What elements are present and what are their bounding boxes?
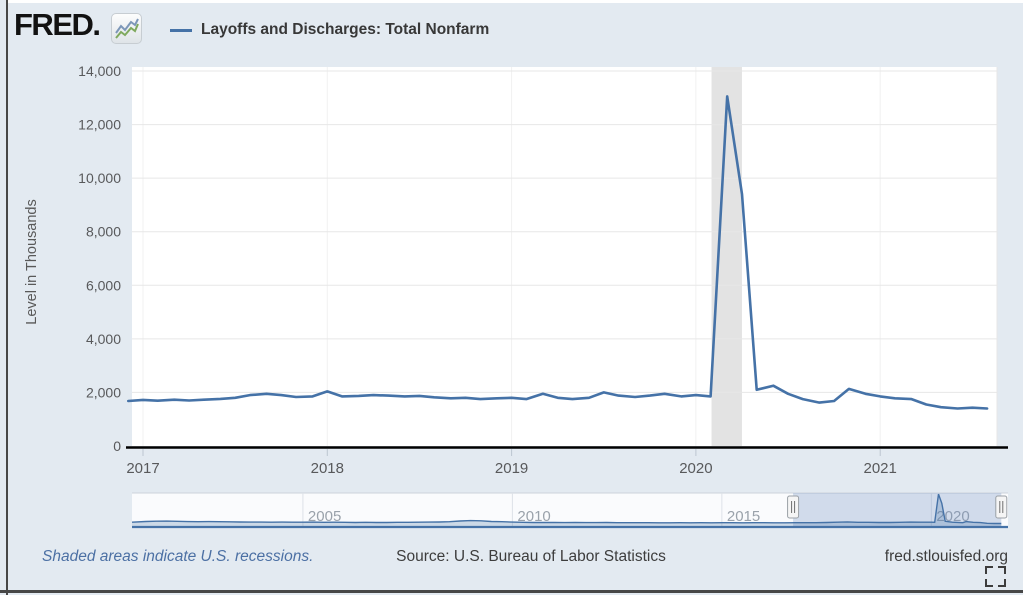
recessions-note-link[interactable]: Shaded areas indicate U.S. recessions. bbox=[42, 548, 314, 565]
series-legend: Layoffs and Discharges: Total Nonfarm bbox=[170, 21, 489, 39]
bottom-edge bbox=[0, 590, 1023, 593]
navigator-bg bbox=[132, 493, 1008, 527]
site-link[interactable]: fred.stlouisfed.org bbox=[884, 548, 1008, 565]
main-chart[interactable]: 2017 2018 2019 2020 2021 0 2,000 4,000 6,000 8,00… bbox=[0, 0, 1023, 540]
svg-text:6,000: 6,000 bbox=[86, 277, 121, 293]
series-line bbox=[127, 95, 989, 410]
svg-text:8,000: 8,000 bbox=[86, 224, 121, 240]
legend-line-swatch bbox=[170, 28, 192, 32]
svg-text:10,000: 10,000 bbox=[78, 170, 121, 186]
svg-text:2021: 2021 bbox=[864, 460, 897, 477]
svg-text:2018: 2018 bbox=[311, 460, 344, 477]
navigator-left-handle[interactable] bbox=[787, 495, 800, 519]
fred-logo[interactable]: FRED. bbox=[14, 7, 101, 42]
svg-text:2019: 2019 bbox=[495, 460, 528, 477]
svg-text:4,000: 4,000 bbox=[86, 331, 121, 347]
legend-label[interactable]: Layoffs and Discharges: Total Nonfarm bbox=[201, 21, 490, 38]
svg-text:2,000: 2,000 bbox=[86, 384, 121, 400]
recession-band bbox=[711, 67, 742, 446]
plot-area-bg bbox=[132, 67, 997, 446]
svg-text:2020: 2020 bbox=[679, 460, 712, 477]
svg-text:14,000: 14,000 bbox=[78, 63, 121, 79]
top-edge bbox=[8, 0, 1023, 3]
svg-text:0: 0 bbox=[113, 438, 121, 454]
svg-text:2005: 2005 bbox=[308, 508, 341, 525]
fred-logo-sparkline-icon bbox=[111, 13, 142, 44]
source-text: Source: U.S. Bureau of Labor Statistics bbox=[396, 548, 666, 565]
navigator-line bbox=[131, 493, 1002, 525]
plot-area[interactable] bbox=[132, 67, 997, 446]
chart-header: FRED. Layoffs and Discharges: Total Nonf… bbox=[0, 0, 1023, 62]
svg-text:12,000: 12,000 bbox=[78, 117, 121, 133]
navigator[interactable]: 2005201020152020 bbox=[131, 492, 1008, 529]
svg-text:2010: 2010 bbox=[517, 508, 550, 525]
svg-text:2017: 2017 bbox=[126, 460, 159, 477]
fullscreen-icon[interactable] bbox=[985, 566, 1006, 587]
navigator-area bbox=[132, 494, 1002, 527]
svg-text:2015: 2015 bbox=[727, 508, 760, 525]
navigator-right-handle[interactable] bbox=[995, 495, 1008, 519]
left-edge bbox=[6, 0, 8, 595]
